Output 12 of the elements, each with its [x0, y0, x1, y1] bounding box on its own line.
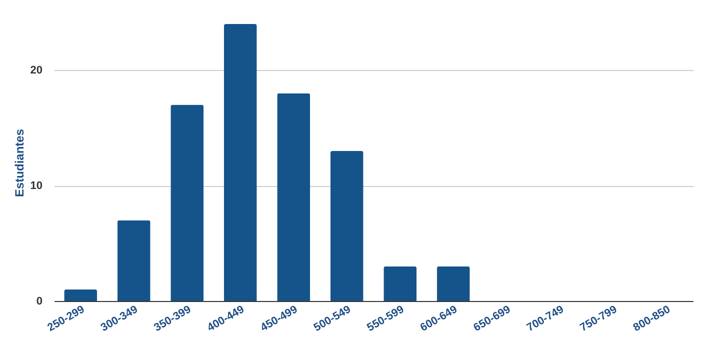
bar — [330, 150, 364, 301]
bar — [64, 289, 98, 301]
y-axis-title: Estudiantes — [12, 128, 26, 198]
bar — [224, 24, 257, 301]
bar — [384, 266, 417, 301]
y-tick-label: 20 — [30, 64, 42, 77]
bar — [117, 220, 150, 301]
bar — [436, 266, 470, 301]
bar — [170, 104, 204, 301]
y-tick-label: 10 — [30, 180, 42, 192]
bar — [277, 93, 310, 301]
y-tick-label: 0 — [36, 296, 42, 308]
